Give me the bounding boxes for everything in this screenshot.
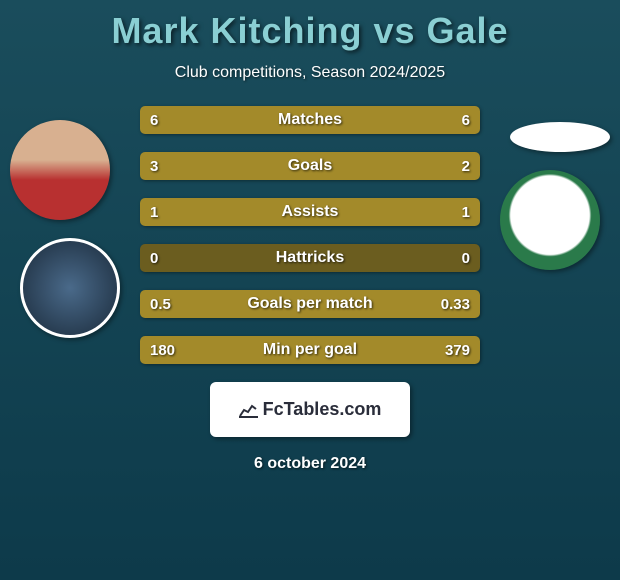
stat-label: Goals per match	[247, 295, 372, 313]
stat-row-min-per-goal: 180 Min per goal 379	[140, 336, 480, 364]
stat-left-value: 0	[150, 250, 158, 267]
subtitle: Club competitions, Season 2024/2025	[0, 64, 620, 82]
club-left-badge	[20, 238, 120, 338]
stat-label: Goals	[288, 157, 332, 175]
stat-right-value: 2	[462, 158, 470, 175]
stat-row-hattricks: 0 Hattricks 0	[140, 244, 480, 272]
stat-row-goals-per-match: 0.5 Goals per match 0.33	[140, 290, 480, 318]
stat-right-value: 6	[462, 112, 470, 129]
stat-left-value: 180	[150, 342, 175, 359]
stat-right-value: 0.33	[441, 296, 470, 313]
fctables-logo: FcTables.com	[210, 382, 410, 437]
page-title: Mark Kitching vs Gale	[0, 0, 620, 52]
stat-left-value: 1	[150, 204, 158, 221]
stat-row-assists: 1 Assists 1	[140, 198, 480, 226]
chart-icon	[239, 402, 259, 418]
club-right-badge	[500, 170, 600, 270]
stat-row-matches: 6 Matches 6	[140, 106, 480, 134]
stat-right-value: 1	[462, 204, 470, 221]
date-text: 6 october 2024	[0, 455, 620, 473]
stat-left-value: 3	[150, 158, 158, 175]
stat-label: Assists	[282, 203, 339, 221]
stat-left-value: 6	[150, 112, 158, 129]
logo-label: FcTables.com	[263, 399, 382, 420]
stat-label: Hattricks	[276, 249, 344, 267]
logo-text: FcTables.com	[239, 399, 382, 420]
player-left-avatar	[10, 120, 110, 220]
stat-label: Matches	[278, 111, 342, 129]
player-right-avatar	[510, 122, 610, 152]
stat-label: Min per goal	[263, 341, 357, 359]
stats-container: 6 Matches 6 3 Goals 2 1 Assists 1 0 Hatt…	[140, 106, 480, 364]
stat-right-value: 379	[445, 342, 470, 359]
stat-left-value: 0.5	[150, 296, 171, 313]
stat-row-goals: 3 Goals 2	[140, 152, 480, 180]
stat-right-value: 0	[462, 250, 470, 267]
